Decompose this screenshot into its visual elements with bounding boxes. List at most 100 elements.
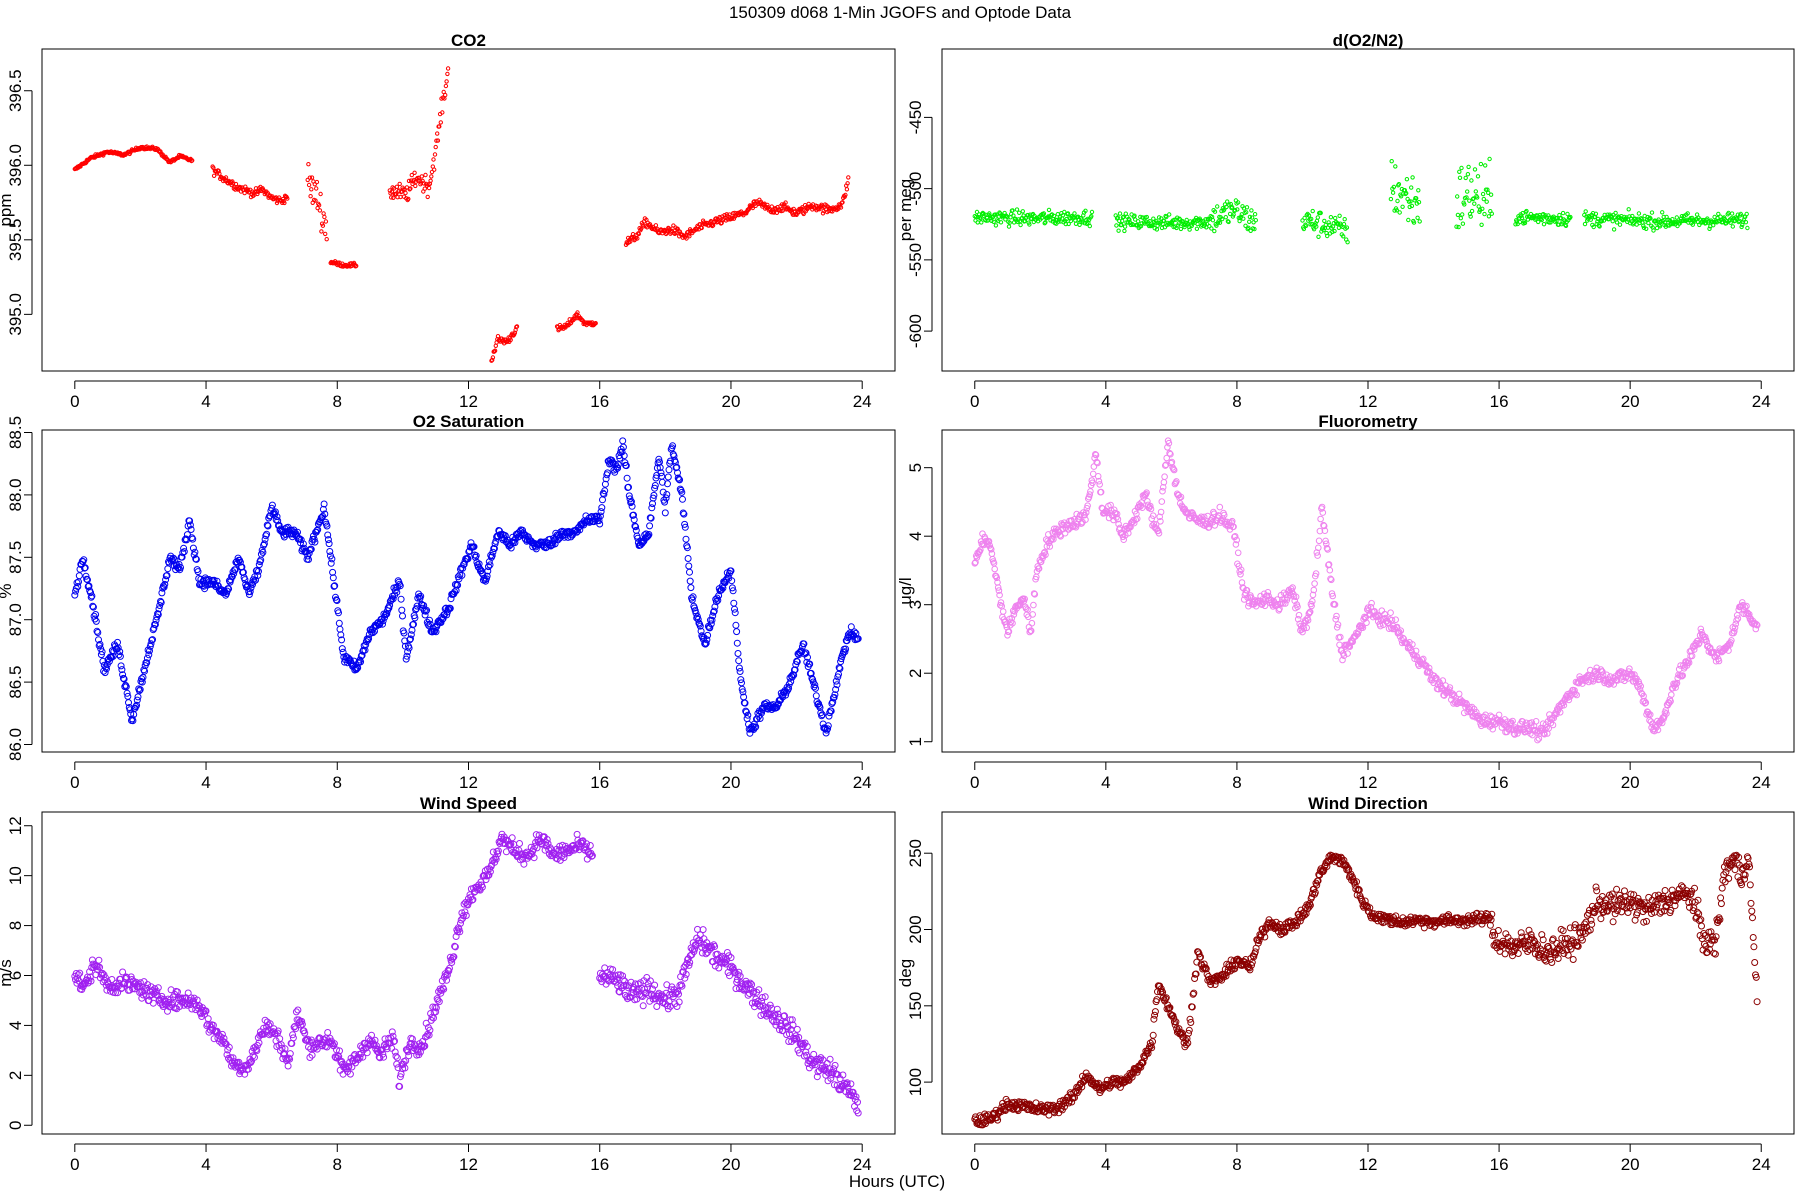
data-point — [1611, 227, 1617, 232]
data-point — [393, 1054, 401, 1062]
data-point — [440, 110, 445, 115]
data-point — [253, 566, 261, 574]
data-point — [840, 200, 845, 205]
x-tick-label: 12 — [1359, 773, 1378, 792]
data-point — [75, 572, 83, 580]
y-axis-label: % — [0, 583, 15, 598]
data-point — [1644, 226, 1649, 232]
data-point — [96, 640, 104, 648]
data-point — [429, 174, 434, 179]
data-point — [257, 550, 265, 558]
x-axis: 0 4 8 12 16 20 24 — [970, 761, 1771, 792]
data-point — [412, 170, 417, 176]
data-point — [1685, 211, 1690, 216]
data-point — [217, 171, 222, 176]
data-point — [1481, 196, 1487, 202]
data-point — [231, 566, 239, 574]
panel-o2sat: O2 Saturation%0481216202486.086.587.087.… — [0, 412, 896, 792]
data-point — [1472, 167, 1478, 172]
data-point — [1403, 191, 1408, 197]
data-point — [273, 513, 281, 521]
data-point — [191, 548, 199, 556]
data-point — [379, 620, 386, 628]
data-points — [971, 437, 1761, 744]
data-point — [1565, 211, 1570, 217]
y-tick-label: -500 — [906, 172, 925, 206]
data-point — [1030, 601, 1037, 609]
data-point — [404, 648, 412, 656]
data-point — [665, 466, 673, 474]
data-point — [1051, 213, 1057, 219]
data-point — [89, 603, 97, 611]
data-point — [806, 201, 811, 207]
data-point — [426, 185, 432, 191]
data-point — [443, 92, 448, 98]
data-point — [638, 226, 644, 232]
data-point — [274, 517, 282, 525]
data-point — [514, 324, 519, 330]
data-point — [495, 334, 501, 339]
data-point — [843, 192, 848, 198]
data-point — [1597, 224, 1602, 229]
data-point — [306, 162, 311, 167]
data-point — [1344, 225, 1350, 230]
data-point — [1027, 222, 1032, 227]
data-point — [619, 437, 627, 445]
data-point — [1212, 209, 1218, 214]
data-point — [1066, 221, 1071, 227]
data-point — [1641, 225, 1647, 231]
data-point — [125, 699, 132, 707]
data-point — [1716, 211, 1721, 217]
data-point — [394, 184, 400, 190]
x-tick-label: 20 — [722, 773, 741, 792]
data-point — [246, 588, 254, 596]
data-point — [753, 203, 758, 209]
data-point — [1306, 213, 1312, 218]
data-point — [272, 516, 280, 524]
data-point — [76, 969, 84, 977]
x-tick-label: 0 — [970, 773, 979, 792]
data-point — [1161, 473, 1168, 481]
data-point — [1325, 233, 1330, 239]
data-point — [1303, 223, 1309, 229]
data-point — [1185, 222, 1191, 227]
x-tick-label: 20 — [1621, 773, 1640, 792]
data-point — [1649, 210, 1655, 215]
data-point — [1417, 219, 1422, 224]
data-point — [445, 71, 450, 77]
x-tick-label: 16 — [1490, 773, 1509, 792]
data-point — [89, 602, 97, 610]
data-point — [699, 926, 707, 934]
data-point — [119, 671, 127, 679]
data-point — [1646, 220, 1651, 226]
data-point — [389, 189, 395, 195]
x-tick-label: 20 — [1621, 392, 1640, 411]
data-point — [1122, 228, 1127, 234]
data-point — [326, 548, 334, 555]
data-point — [1046, 207, 1052, 213]
data-point — [1062, 209, 1067, 215]
data-point — [1243, 223, 1248, 229]
data-point — [732, 621, 740, 629]
data-point — [103, 665, 110, 673]
data-point — [1489, 211, 1495, 216]
data-point — [1043, 220, 1048, 225]
data-point — [1679, 214, 1685, 219]
data-point — [1010, 208, 1015, 213]
y-tick-label: 1 — [906, 737, 925, 746]
data-point — [731, 609, 739, 617]
data-point — [138, 675, 146, 683]
data-point — [320, 223, 326, 228]
data-point — [1416, 200, 1422, 205]
data-point — [245, 591, 253, 598]
data-point — [189, 535, 197, 543]
data-point — [1234, 549, 1242, 557]
data-point — [1455, 212, 1461, 218]
data-point — [179, 549, 187, 557]
x-tick-label: 8 — [1232, 773, 1241, 792]
data-point — [1215, 204, 1220, 209]
data-point — [978, 216, 983, 221]
data-point — [1117, 211, 1123, 216]
data-point — [435, 138, 441, 143]
data-point — [979, 220, 984, 225]
